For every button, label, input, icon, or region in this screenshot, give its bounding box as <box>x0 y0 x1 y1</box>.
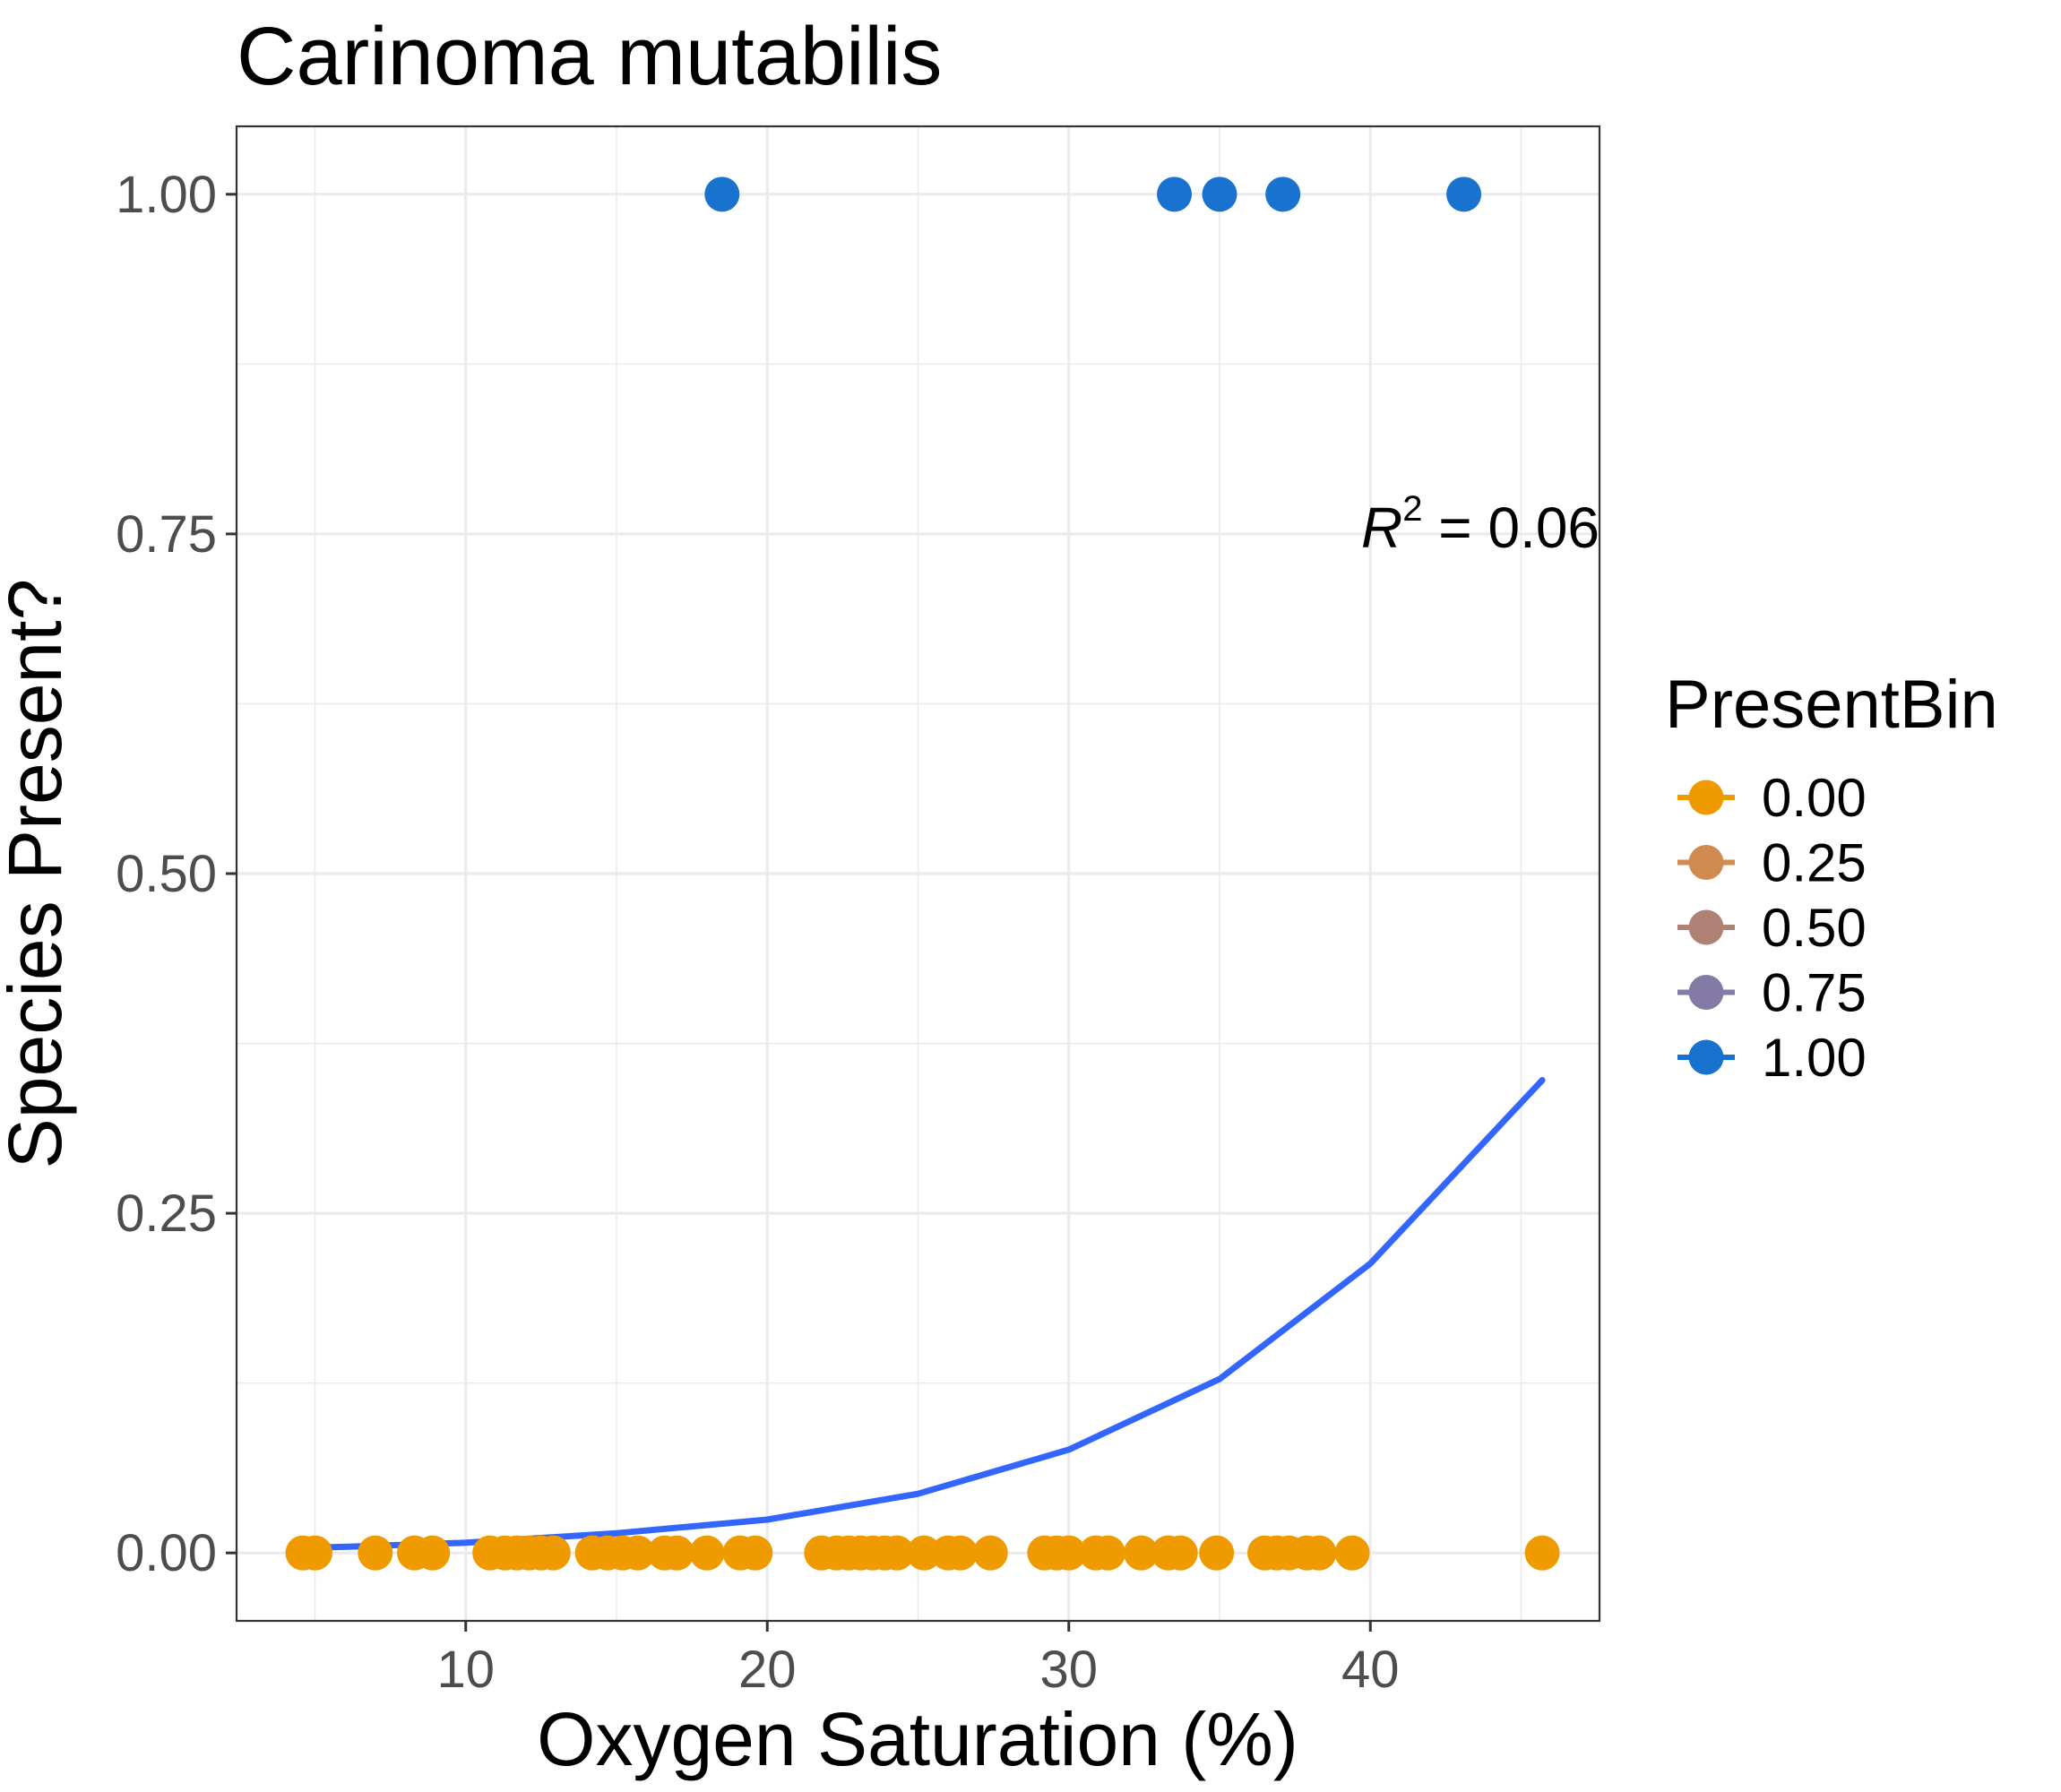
absent-point <box>1090 1535 1125 1571</box>
absent-point <box>1124 1535 1160 1571</box>
absent-point <box>1051 1535 1087 1571</box>
legend-label: 1.00 <box>1762 1028 1867 1088</box>
legend-title: PresentBin <box>1665 667 1998 743</box>
absent-point <box>906 1535 942 1571</box>
legend: PresentBin 0.000.250.500.751.00 <box>1665 667 1998 1088</box>
absent-point <box>879 1535 915 1571</box>
absent-point <box>972 1535 1008 1571</box>
legend-key-point <box>1688 909 1724 945</box>
absent-point <box>943 1535 979 1571</box>
absent-point <box>1162 1535 1198 1571</box>
absent-point <box>1301 1535 1337 1571</box>
r-squared-exponent: 2 <box>1402 489 1422 529</box>
major-gridlines <box>237 126 1600 1621</box>
y-axis-title: Species Present? <box>0 579 77 1168</box>
r-squared-annotation: R2 = 0.06 <box>1361 489 1600 560</box>
r-squared-symbol: R <box>1361 495 1402 560</box>
y-tick-label: 0.75 <box>116 505 217 564</box>
present-point <box>1157 177 1193 212</box>
absent-point <box>620 1535 656 1571</box>
chart-title: Carinoma mutabilis <box>237 11 942 102</box>
x-axis: 10 20 30 40 <box>436 1621 1400 1699</box>
points-layer <box>285 177 1560 1571</box>
x-tick-label: 30 <box>1039 1641 1098 1699</box>
absent-point <box>297 1535 332 1571</box>
x-tick-label: 20 <box>738 1641 797 1699</box>
legend-label: 0.00 <box>1762 768 1867 828</box>
x-tick-label: 40 <box>1341 1641 1400 1699</box>
absent-point <box>535 1535 571 1571</box>
legend-key-point <box>1688 1039 1724 1075</box>
present-point <box>1265 177 1301 212</box>
legend-label: 0.75 <box>1762 963 1867 1023</box>
legend-label: 0.50 <box>1762 898 1867 958</box>
present-point <box>704 177 740 212</box>
r-squared-value: = 0.06 <box>1423 495 1600 560</box>
y-tick-label: 1.00 <box>116 166 217 224</box>
absent-point <box>737 1535 773 1571</box>
absent-point <box>689 1535 725 1571</box>
legend-key-point <box>1688 780 1724 815</box>
absent-point <box>358 1535 393 1571</box>
legend-key-point <box>1688 975 1724 1010</box>
legend-key-point <box>1688 845 1724 880</box>
absent-point <box>1334 1535 1370 1571</box>
absent-point <box>1199 1535 1235 1571</box>
y-tick-label: 0.00 <box>116 1524 217 1582</box>
y-axis: 0.00 0.25 0.50 0.75 1.00 <box>116 166 237 1582</box>
absent-point <box>1524 1535 1560 1571</box>
present-point <box>1446 177 1482 212</box>
x-tick-label: 10 <box>436 1641 495 1699</box>
legend-label: 0.25 <box>1762 833 1867 893</box>
x-axis-title: Oxygen Saturation (%) <box>537 1697 1298 1781</box>
y-tick-label: 0.25 <box>116 1185 217 1243</box>
absent-point <box>415 1535 451 1571</box>
y-tick-label: 0.50 <box>116 845 217 903</box>
present-point <box>1202 177 1237 212</box>
absent-point <box>659 1535 694 1571</box>
